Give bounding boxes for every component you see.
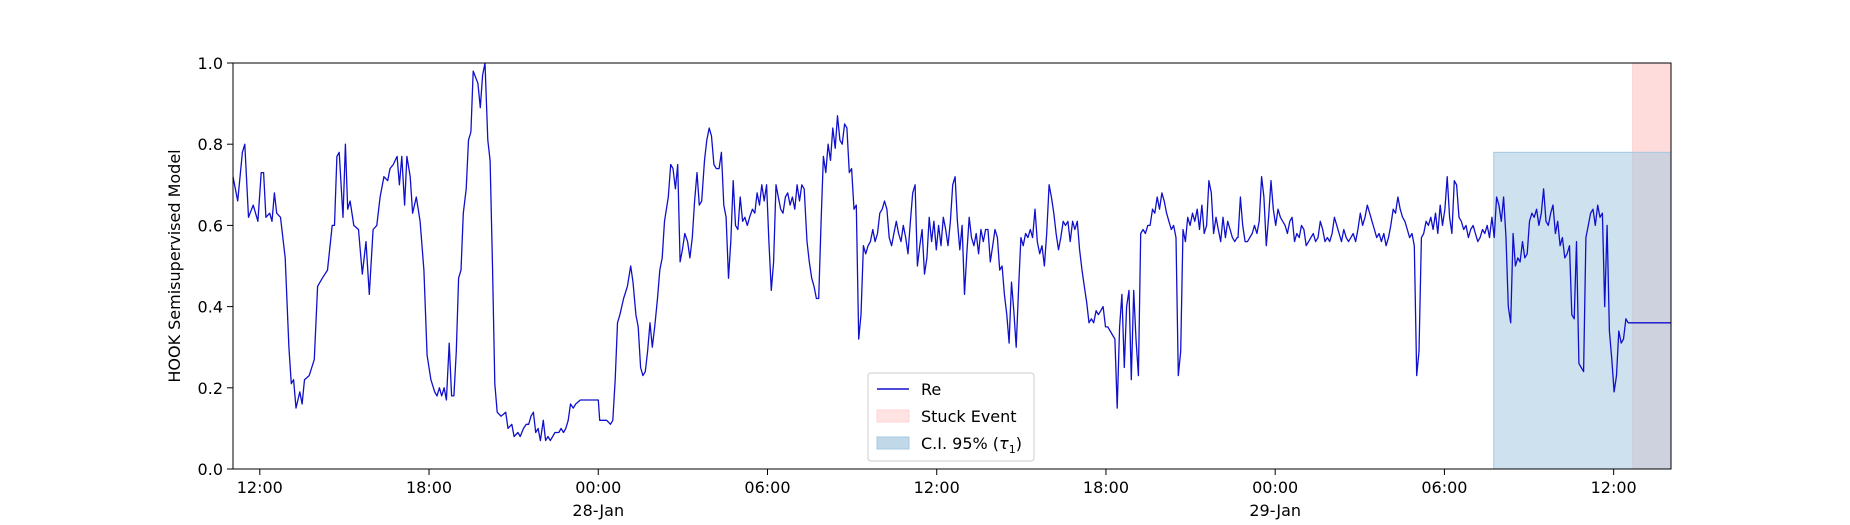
legend-label: Stuck Event (921, 407, 1017, 426)
x-date-label: 1900 (578, 522, 619, 525)
y-tick-label: 0.2 (198, 379, 223, 398)
y-tick-label: 0.4 (198, 298, 223, 317)
x-tick-label: 00:00 (1252, 478, 1298, 497)
y-tick-label: 1.0 (198, 54, 223, 73)
x-tick-label: 12:00 (1591, 478, 1637, 497)
legend: Re Stuck Event C.I. 95% (τ1) (867, 372, 1035, 462)
x-tick-label: 12:00 (237, 478, 283, 497)
x-date-label: 28-Jan (572, 501, 624, 520)
series-line-re (232, 62, 1671, 442)
x-tick-label: 18:00 (1083, 478, 1129, 497)
y-tick-label: 0.6 (198, 216, 223, 235)
y-tick-label: 0.0 (198, 460, 223, 479)
x-tick-label: 00:00 (575, 478, 621, 497)
x-axis: 12:00 18:00 00:00 28-Jan 1900 06:00 12:00 18:00… (237, 469, 1637, 525)
x-tick-label: 06:00 (744, 478, 790, 497)
legend-swatch-patch (876, 409, 910, 423)
legend-swatch-patch (876, 436, 910, 450)
x-tick-label: 06:00 (1421, 478, 1467, 497)
x-date-label: 29-Jan (1249, 501, 1301, 520)
shaded-bands (1493, 62, 1672, 470)
y-axis-label: HOOK Semisupervised Model (165, 149, 184, 382)
y-axis: 0.0 0.2 0.4 0.6 0.8 1.0 (198, 54, 233, 479)
series-layer (232, 62, 1671, 442)
legend-label: Re (921, 380, 941, 399)
x-tick-label: 12:00 (914, 478, 960, 497)
confidence-interval-band (1493, 151, 1672, 470)
y-tick-label: 0.8 (198, 135, 223, 154)
axes-frame (232, 62, 1672, 470)
x-tick-label: 18:00 (406, 478, 452, 497)
legend-label: C.I. 95% (τ1) (921, 434, 1022, 456)
